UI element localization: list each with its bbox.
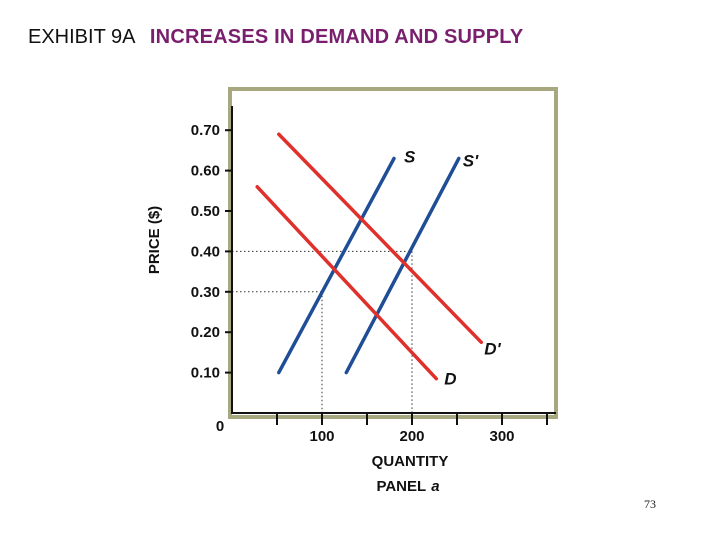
chart-axes: 0.10 0.20 0.30 0.40 0.50 0.60 0.70 0 100 200 300 — [191, 106, 556, 445]
y-tick-label: 0.60 — [191, 163, 220, 180]
x-axis-title: QUANTITY — [372, 453, 449, 470]
y-tick-label: 0.50 — [191, 203, 220, 220]
y-axis-title: PRICE ($) — [146, 206, 163, 274]
exhibit-number: EXHIBIT 9A — [28, 26, 135, 48]
y-tick-label: 0.20 — [191, 324, 220, 341]
panel-label-text: PANEL — [376, 478, 426, 495]
curve-demand-D — [255, 185, 439, 381]
y-tick-label: 0.30 — [191, 284, 220, 301]
curve-supply-S-prime — [344, 156, 461, 375]
exhibit-title: INCREASES IN DEMAND AND SUPPLY — [149, 26, 524, 48]
y-tick-label: 0.10 — [191, 365, 220, 382]
curve-label-S: S — [404, 147, 416, 166]
slide-header: EXHIBIT 9A INCREASES IN DEMAND AND SUPPL… — [28, 25, 523, 49]
curve-label-D: D — [444, 370, 456, 389]
curve-label-D-prime: D' — [484, 339, 501, 358]
chart-labels: S S' D D' — [404, 147, 502, 388]
panel-letter: a — [431, 478, 439, 495]
chart-curves — [255, 132, 484, 381]
curve-supply-S — [277, 156, 396, 375]
x-tick-label: 0 — [216, 418, 224, 435]
panel-label: PANEL a — [376, 478, 439, 495]
x-tick-label: 200 — [399, 428, 424, 445]
y-tick-label: 0.40 — [191, 243, 220, 260]
equilibrium-guides — [232, 250, 413, 413]
y-tick-label: 0.70 — [191, 122, 220, 139]
page-number: 73 — [644, 497, 656, 511]
x-tick-label: 100 — [309, 428, 334, 445]
curve-label-S-prime: S' — [463, 151, 479, 170]
x-tick-label: 300 — [489, 428, 514, 445]
curve-demand-D-prime — [277, 132, 484, 345]
